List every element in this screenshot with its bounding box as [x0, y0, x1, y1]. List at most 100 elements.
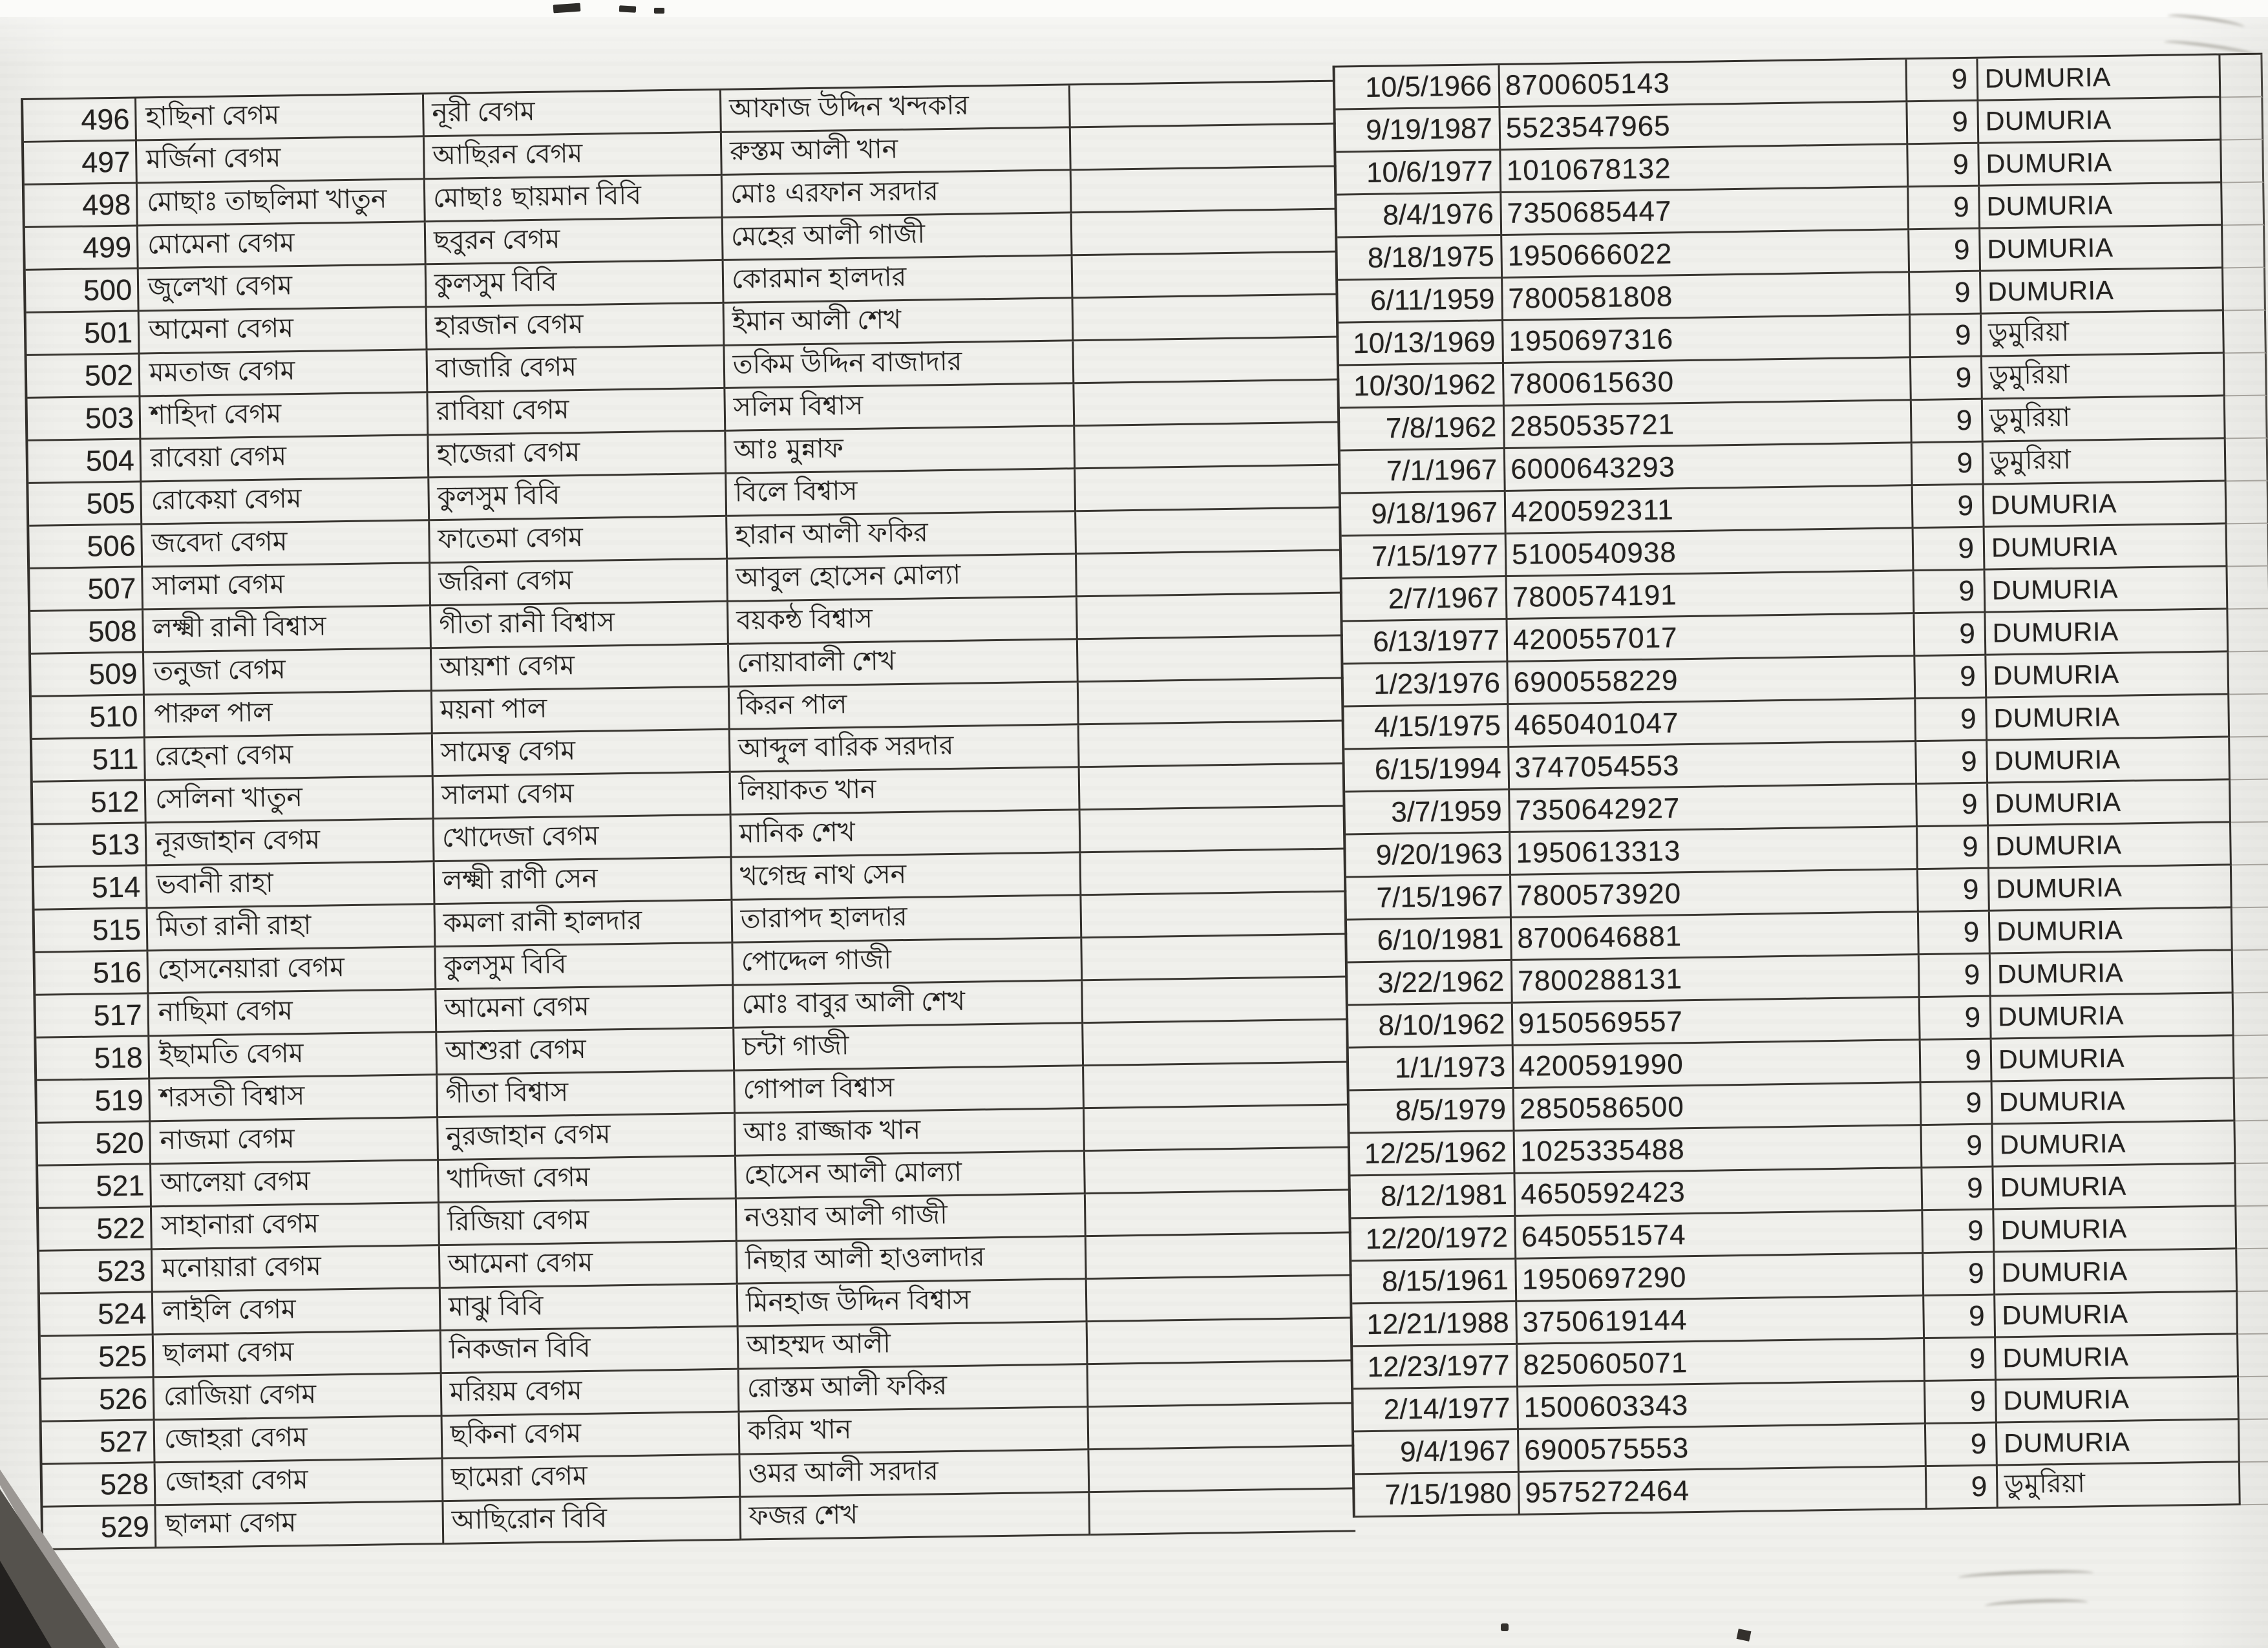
ward-number-cell: 9: [1924, 1252, 1996, 1297]
ward-number-cell: 9: [1916, 741, 1989, 785]
ward-number-cell: 9: [1909, 229, 1982, 273]
margin-cell: [2238, 1334, 2268, 1378]
serial-cell: 505: [28, 482, 143, 527]
name-cell: রোকেয়া বেগম: [142, 478, 430, 525]
birthdate-cell: 9/19/1987: [1335, 108, 1501, 153]
id-number-cell: 8700605143: [1500, 59, 1908, 109]
upazila-cell: ডুমুরিয়া: [1983, 439, 2227, 485]
upazila-cell: ডুমুরিয়া: [1982, 396, 2226, 443]
blank-cell: [1073, 295, 1339, 342]
name-cell: মোমেনা বেগম: [138, 222, 427, 269]
guardian-name-cell: মোঃ এরফান সরদার: [722, 171, 1072, 218]
serial-cell: 514: [34, 866, 148, 911]
guardian-name-cell: নোয়াবালী শেখ: [728, 640, 1079, 688]
guardian-name-cell: নওয়াব আলী গাজী: [736, 1194, 1086, 1242]
scanned-table: 496 হাছিনা বেগম নূরী বেগম আফাজ উদ্দিন খন…: [21, 52, 2268, 1550]
margin-cell: [2231, 822, 2268, 866]
name-cell: মর্জিনা বেগম: [136, 137, 425, 184]
blank-cell: [1088, 1361, 1354, 1408]
margin-cell: [2228, 609, 2268, 653]
birthdate-cell: 8/15/1961: [1351, 1259, 1518, 1305]
margin-cell: [2240, 1462, 2268, 1506]
upazila-cell: ডুমুরিয়া: [1981, 311, 2225, 357]
mother-name-cell: মোছাঃ ছায়মান বিবি: [425, 175, 723, 223]
ward-number-cell: 9: [1925, 1380, 1997, 1425]
ward-number-cell: 9: [1916, 698, 1988, 743]
upazila-cell: ডুমুরিয়া: [1982, 354, 2225, 400]
ward-number-cell: 9: [1914, 570, 1986, 615]
upazila-cell: DUMURIA: [1984, 481, 2227, 528]
ward-number-cell: 9: [1907, 101, 1980, 145]
serial-cell: 507: [30, 567, 144, 612]
birthdate-cell: 10/13/1969: [1339, 321, 1504, 366]
margin-cell: [2230, 737, 2268, 781]
scanner-edge-strip: [0, 0, 2268, 17]
mother-name-cell: কুলসুম বিবি: [426, 260, 725, 308]
serial-cell: 515: [34, 909, 149, 953]
margin-cell: [2227, 566, 2268, 610]
blank-cell: [1086, 1276, 1353, 1323]
guardian-name-cell: হারান আলী ফকির: [727, 512, 1077, 560]
margin-cell: [2226, 481, 2268, 525]
mother-name-cell: গীতা রানী বিশ্বাস: [431, 602, 729, 650]
serial-cell: 498: [24, 184, 138, 228]
mother-name-cell: রাবিয়া বেগম: [428, 388, 726, 436]
blank-cell: [1071, 167, 1337, 214]
serial-cell: 506: [29, 525, 143, 569]
upazila-cell: DUMURIA: [1981, 268, 2224, 315]
id-number-cell: 6000643293: [1505, 443, 1913, 492]
id-number-cell: 1950697316: [1503, 315, 1911, 364]
guardian-name-cell: আব্দুল বারিক সরদার: [730, 725, 1080, 773]
margin-cell: [2234, 1035, 2268, 1079]
serial-cell: 525: [40, 1335, 154, 1380]
guardian-name-cell: করিম খান: [739, 1408, 1090, 1455]
blank-cell: [1084, 1062, 1350, 1110]
name-cell: সেলিনা খাতুন: [145, 777, 434, 824]
guardian-name-cell: ফজর শেখ: [741, 1493, 1091, 1541]
handwriting-artifact-bottom-right: [1958, 1568, 2114, 1612]
birthdate-cell: 8/12/1981: [1350, 1174, 1516, 1220]
guardian-name-cell: তারাপদ হালদার: [732, 896, 1083, 944]
mother-name-cell: হাজেরা বেগম: [429, 431, 727, 479]
mother-name-cell: আমেনা বেগম: [436, 986, 735, 1033]
name-cell: মনোয়ারা বেগম: [152, 1246, 441, 1293]
mother-name-cell: রিজিয়া বেগম: [439, 1199, 737, 1247]
blank-cell: [1081, 892, 1348, 939]
ward-number-cell: 9: [1912, 442, 1984, 487]
upazila-cell: DUMURIA: [1992, 1079, 2236, 1125]
margin-cell: [2235, 1121, 2268, 1165]
id-number-cell: 5523547965: [1500, 102, 1909, 151]
ward-number-cell: 9: [1922, 1167, 1995, 1212]
mother-name-cell: লক্ষ্মী রাণী সেন: [434, 858, 733, 905]
margin-cell: [2231, 779, 2268, 823]
birthdate-cell: 3/7/1959: [1345, 790, 1511, 836]
birthdate-cell: 2/14/1977: [1353, 1387, 1519, 1433]
blank-cell: [1075, 423, 1341, 470]
ward-number-cell: 9: [1911, 399, 1984, 444]
mother-name-cell: আমেনা বেগম: [440, 1241, 738, 1289]
mother-name-cell: ছকিনা বেগম: [442, 1412, 741, 1460]
birthdate-cell: 7/8/1962: [1339, 406, 1505, 452]
name-cell: সাহানারা বেগম: [151, 1203, 440, 1251]
name-cell: জবেদা বেগম: [142, 521, 431, 568]
mother-name-cell: খোদেজা বেগম: [434, 815, 732, 863]
margin-cell: [2220, 54, 2263, 98]
mother-name-cell: মাঝু বিবি: [440, 1284, 739, 1332]
ward-number-cell: 9: [1925, 1423, 1998, 1468]
ward-number-cell: 9: [1925, 1338, 1997, 1382]
margin-cell: [2234, 1078, 2268, 1122]
guardian-name-cell: সলিম বিশ্বাস: [725, 384, 1076, 432]
ward-number-cell: 9: [1913, 527, 1986, 572]
mother-name-cell: ছামেরা বেগম: [443, 1455, 741, 1503]
upazila-cell: DUMURIA: [1995, 1292, 2239, 1338]
mother-name-cell: ছবুরন বেগম: [425, 218, 724, 266]
guardian-name-cell: খগেন্দ্র নাথ সেন: [732, 853, 1082, 901]
birthdate-cell: 10/30/1962: [1339, 363, 1505, 409]
id-number-cell: 3747054553: [1509, 742, 1918, 790]
name-cell: হাছিনা বেগম: [136, 94, 425, 142]
birthdate-cell: 9/18/1967: [1341, 491, 1507, 537]
ward-number-cell: 9: [1915, 655, 1987, 700]
name-cell: ছালমা বেগম: [156, 1502, 445, 1549]
blank-cell: [1081, 849, 1347, 896]
id-number-cell: 4650401047: [1509, 699, 1917, 748]
